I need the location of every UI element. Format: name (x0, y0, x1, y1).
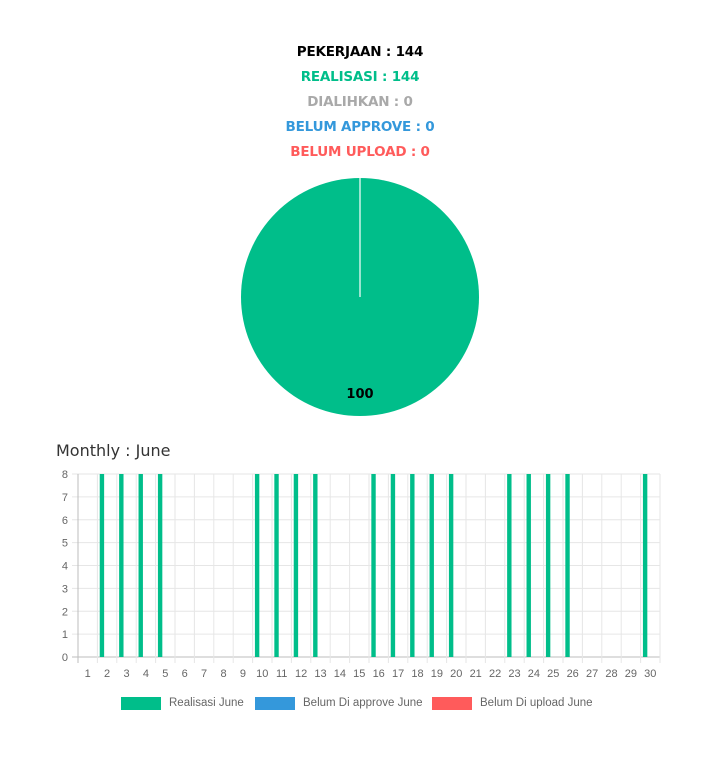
bar-realisasi-june-day-2[interactable] (99, 474, 105, 657)
bar-realisasi-june-day-30[interactable] (642, 474, 648, 657)
legend-label-realisasi: Realisasi June (169, 697, 244, 709)
legend-swatch-belum-approve (255, 696, 295, 710)
bar-realisasi-june-day-19[interactable] (429, 474, 434, 657)
pie-data-label: 100 (346, 387, 373, 402)
bar-realisasi-june-day-20[interactable] (448, 474, 454, 657)
legend-swatch-realisasi (121, 696, 161, 710)
y-tick-label: 3 (62, 583, 68, 595)
belum-upload-total: BELUM UPLOAD : 0 (290, 144, 430, 160)
x-tick-label: 4 (143, 668, 149, 680)
x-tick-label: 17 (392, 668, 404, 680)
x-tick-label: 23 (508, 668, 520, 680)
bar-realisasi-june-day-25[interactable] (545, 474, 551, 657)
pie-chart: 100 (241, 178, 479, 416)
x-tick-label: 28 (605, 668, 617, 680)
y-tick-label: 2 (62, 606, 68, 618)
x-tick-label: 24 (528, 668, 540, 680)
bar-realisasi-june-day-5[interactable] (157, 474, 163, 657)
x-tick-label: 14 (334, 668, 346, 680)
y-tick-label: 5 (62, 538, 68, 550)
legend-item-belum-approve[interactable]: Belum Di approve June (255, 694, 423, 712)
bar-realisasi-june-day-18[interactable] (410, 474, 415, 657)
bar-realisasi-june-day-3[interactable] (119, 474, 124, 657)
legend-swatch-belum-upload (432, 696, 472, 710)
x-tick-label: 30 (644, 668, 656, 680)
x-tick-label: 11 (276, 668, 287, 680)
y-tick-label: 7 (62, 492, 68, 504)
x-tick-label: 13 (314, 668, 326, 680)
bar-realisasi-june-day-12[interactable] (293, 474, 299, 657)
x-tick-label: 8 (220, 668, 226, 680)
bar-realisasi-june-day-16[interactable] (371, 474, 376, 657)
pekerjaan-total: PEKERJAAN : 144 (296, 44, 424, 60)
x-tick-label: 20 (450, 668, 462, 680)
bar-realisasi-june-day-11[interactable] (274, 474, 279, 657)
belum-approve-total: BELUM APPROVE : 0 (285, 119, 435, 135)
legend-item-belum-upload[interactable]: Belum Di upload June (432, 694, 593, 712)
bar-realisasi-june-day-24[interactable] (526, 474, 531, 657)
x-tick-label: 6 (182, 668, 188, 680)
bar-realisasi-june-day-4[interactable] (138, 474, 143, 657)
realisasi-total: REALISASI : 144 (300, 69, 420, 85)
y-tick-label: 6 (62, 515, 68, 527)
bar-realisasi-june-day-10[interactable] (254, 474, 260, 657)
x-tick-label: 5 (162, 668, 168, 680)
x-tick-label: 29 (625, 668, 637, 680)
legend-item-realisasi[interactable]: Realisasi June (121, 694, 244, 712)
x-tick-label: 27 (586, 668, 598, 680)
dialihkan-total: DIALIHKAN : 0 (307, 94, 413, 110)
x-tick-label: 19 (431, 668, 443, 680)
x-tick-label: 16 (373, 668, 385, 680)
y-tick-label: 1 (62, 629, 68, 641)
x-tick-label: 1 (85, 668, 91, 680)
y-tick-label: 4 (62, 561, 68, 573)
y-tick-label: 0 (62, 652, 68, 664)
bar-legend: Realisasi June Belum Di approve June Bel… (0, 694, 720, 712)
x-tick-label: 15 (353, 668, 365, 680)
x-tick-label: 2 (104, 668, 110, 680)
x-tick-label: 25 (547, 668, 559, 680)
x-tick-label: 12 (295, 668, 307, 680)
monthly-title: Monthly : June (56, 441, 171, 460)
bar-realisasi-june-day-17[interactable] (390, 474, 396, 657)
x-tick-label: 22 (489, 668, 501, 680)
x-tick-label: 7 (201, 668, 207, 680)
bar-realisasi-june-day-26[interactable] (565, 474, 570, 657)
bar-realisasi-june-day-23[interactable] (507, 474, 512, 657)
legend-label-belum-upload: Belum Di upload June (480, 697, 593, 709)
bar-realisasi-june-day-13[interactable] (313, 474, 318, 657)
x-tick-label: 21 (470, 668, 482, 680)
x-tick-label: 9 (240, 668, 246, 680)
x-tick-label: 10 (256, 668, 268, 680)
y-tick-label: 8 (62, 469, 68, 481)
x-tick-label: 3 (123, 668, 129, 680)
x-tick-label: 26 (567, 668, 579, 680)
legend-label-belum-approve: Belum Di approve June (303, 697, 423, 709)
x-tick-label: 18 (411, 668, 423, 680)
